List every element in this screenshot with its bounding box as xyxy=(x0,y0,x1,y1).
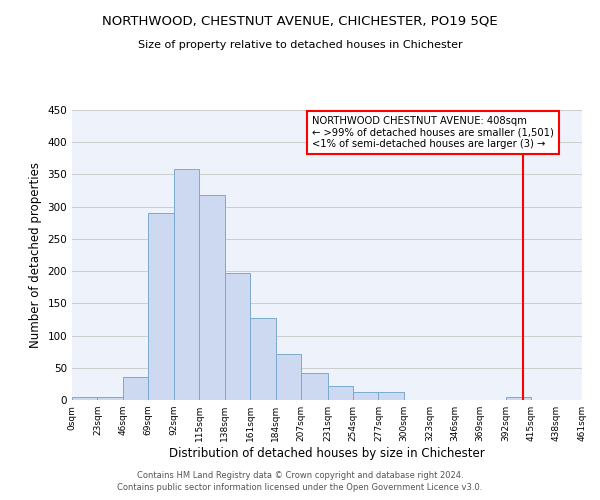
Bar xyxy=(148,213,174,400)
Bar xyxy=(97,397,123,400)
Bar xyxy=(224,273,250,400)
Bar xyxy=(72,397,97,400)
Y-axis label: Number of detached properties: Number of detached properties xyxy=(29,162,42,348)
Bar xyxy=(328,386,353,400)
Bar xyxy=(379,392,404,400)
Text: NORTHWOOD, CHESTNUT AVENUE, CHICHESTER, PO19 5QE: NORTHWOOD, CHESTNUT AVENUE, CHICHESTER, … xyxy=(102,15,498,28)
Bar xyxy=(123,378,148,400)
Text: Size of property relative to detached houses in Chichester: Size of property relative to detached ho… xyxy=(137,40,463,50)
Bar xyxy=(506,397,531,400)
X-axis label: Distribution of detached houses by size in Chichester: Distribution of detached houses by size … xyxy=(169,447,485,460)
Bar xyxy=(275,354,301,400)
Text: NORTHWOOD CHESTNUT AVENUE: 408sqm
← >99% of detached houses are smaller (1,501)
: NORTHWOOD CHESTNUT AVENUE: 408sqm ← >99%… xyxy=(312,116,554,149)
Bar xyxy=(250,318,275,400)
Bar xyxy=(174,170,199,400)
Bar xyxy=(301,373,328,400)
Text: Contains HM Land Registry data © Crown copyright and database right 2024.: Contains HM Land Registry data © Crown c… xyxy=(137,471,463,480)
Bar xyxy=(353,392,379,400)
Bar xyxy=(199,195,224,400)
Text: Contains public sector information licensed under the Open Government Licence v3: Contains public sector information licen… xyxy=(118,484,482,492)
